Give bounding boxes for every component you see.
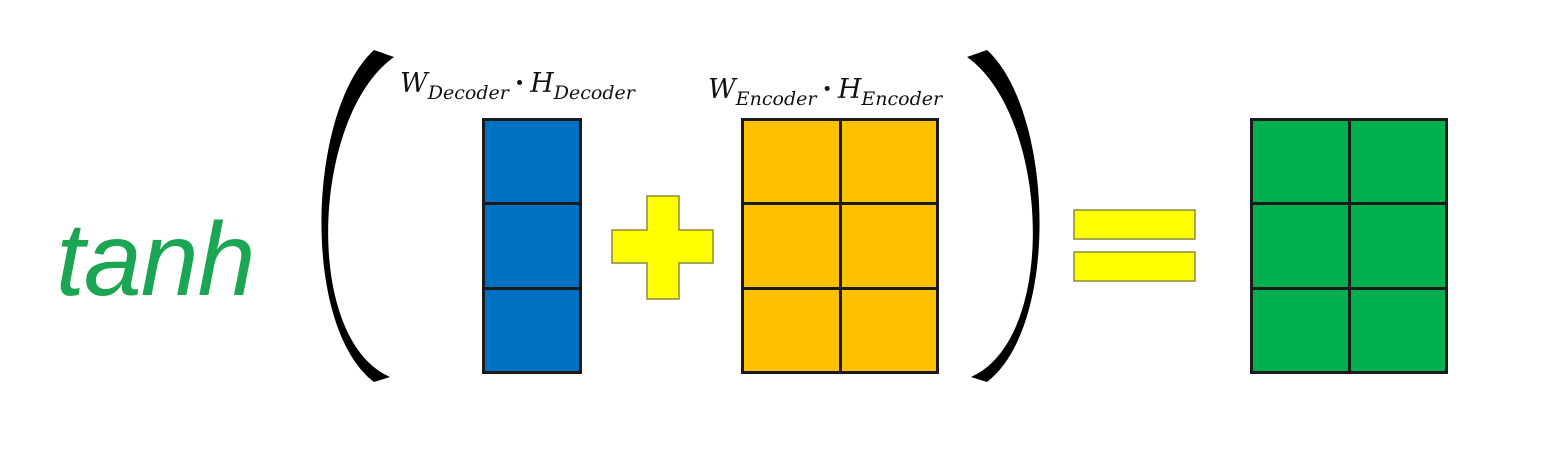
result-matrix-cell	[1350, 205, 1445, 287]
decoder-matrix-cell	[485, 121, 579, 203]
encoder-hidden-subscript: Encoder	[861, 88, 943, 110]
equals-sign-bottom-bar	[1073, 251, 1196, 282]
result-matrix	[1250, 118, 1448, 374]
right-parenthesis	[967, 50, 1040, 382]
decoder-matrix	[482, 118, 582, 374]
result-matrix-cell	[1253, 121, 1348, 203]
encoder-matrix-cell	[841, 205, 936, 287]
plus-sign	[611, 195, 714, 300]
equals-sign-top-bar	[1073, 209, 1196, 240]
decoder-matrix-cell	[485, 205, 579, 287]
encoder-matrix-cell	[841, 289, 936, 371]
result-matrix-cell	[1350, 121, 1445, 203]
encoder-weight-subscript: Encoder	[735, 88, 817, 110]
decoder-hidden-symbol: H	[530, 68, 554, 99]
encoder-matrix-cell	[744, 205, 839, 287]
decoder-weight-subscript: Decoder	[427, 82, 509, 104]
result-matrix-cell	[1350, 289, 1445, 371]
encoder-hidden-symbol: H	[837, 74, 862, 105]
encoder-matrix-cell	[744, 121, 839, 203]
left-parenthesis	[321, 50, 394, 382]
encoder-matrix	[741, 118, 939, 374]
encoder-weight-symbol: W	[708, 74, 736, 105]
tanh-function-label: tanh	[56, 202, 255, 318]
result-matrix-cell	[1253, 289, 1348, 371]
encoder-matrix-cell	[841, 121, 936, 203]
decoder-hidden-subscript: Decoder	[553, 82, 635, 104]
decoder-matrix-cell	[485, 289, 579, 371]
encoder-dot-operator: ·	[822, 74, 832, 105]
encoder-matrix-cell	[744, 289, 839, 371]
result-matrix-cell	[1253, 205, 1348, 287]
decoder-weight-symbol: W	[400, 68, 428, 99]
encoder-term-label: WEncoder · HEncoder	[708, 76, 942, 109]
decoder-term-label: WDecoder · HDecoder	[400, 70, 635, 103]
decoder-dot-operator: ·	[514, 68, 525, 99]
